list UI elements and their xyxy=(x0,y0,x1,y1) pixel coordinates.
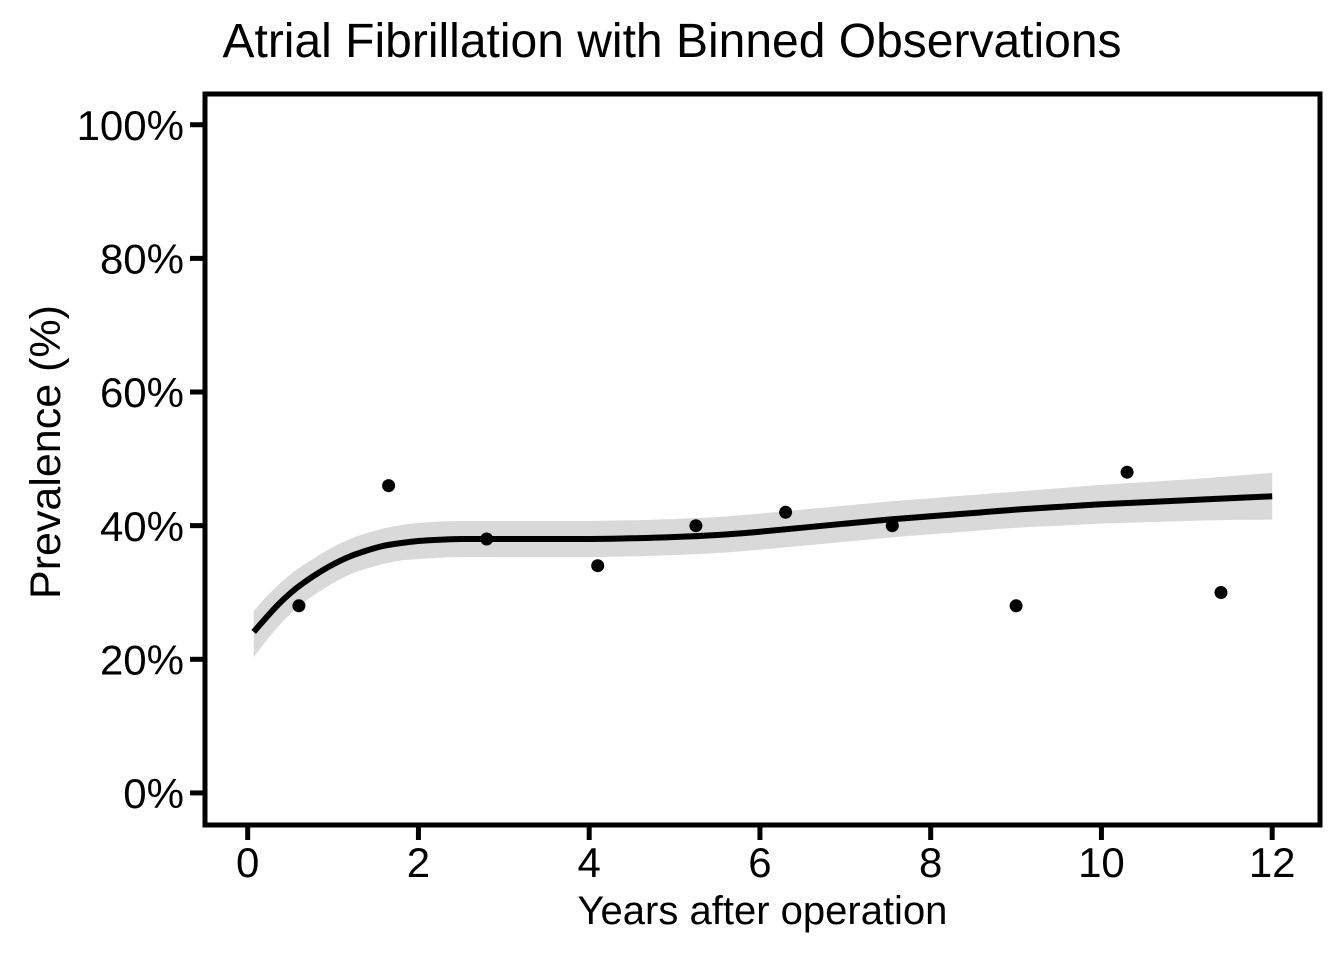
data-point xyxy=(292,599,306,613)
data-point xyxy=(480,532,494,546)
x-tick-label: 2 xyxy=(407,839,430,886)
data-point xyxy=(1214,586,1228,599)
x-tick-label: 6 xyxy=(748,839,771,886)
x-tick-label: 12 xyxy=(1249,839,1296,886)
data-point xyxy=(1120,465,1134,479)
y-tick-label: 20% xyxy=(100,636,184,683)
x-tick-label: 4 xyxy=(578,839,601,886)
x-tick-label: 10 xyxy=(1078,839,1125,886)
y-tick-label: 60% xyxy=(100,369,184,416)
x-tick-label: 8 xyxy=(919,839,942,886)
smooth-curve xyxy=(251,493,1273,634)
data-point xyxy=(689,519,703,533)
data-point xyxy=(1009,599,1023,613)
x-axis-title: Years after operation xyxy=(577,889,948,933)
panel-border xyxy=(202,91,1323,828)
chart-title: Atrial Fibrillation with Binned Observat… xyxy=(222,15,1122,68)
y-tick-label: 80% xyxy=(100,235,184,282)
y-tick-label: 0% xyxy=(123,770,184,817)
y-tick-label: 100% xyxy=(77,102,184,149)
x-tick-label: 0 xyxy=(236,839,259,886)
data-point xyxy=(885,519,899,533)
data-point xyxy=(382,479,396,493)
confidence-band xyxy=(253,472,1273,658)
y-tick-label: 40% xyxy=(100,503,184,550)
data-point xyxy=(779,505,793,519)
data-point xyxy=(591,559,605,573)
